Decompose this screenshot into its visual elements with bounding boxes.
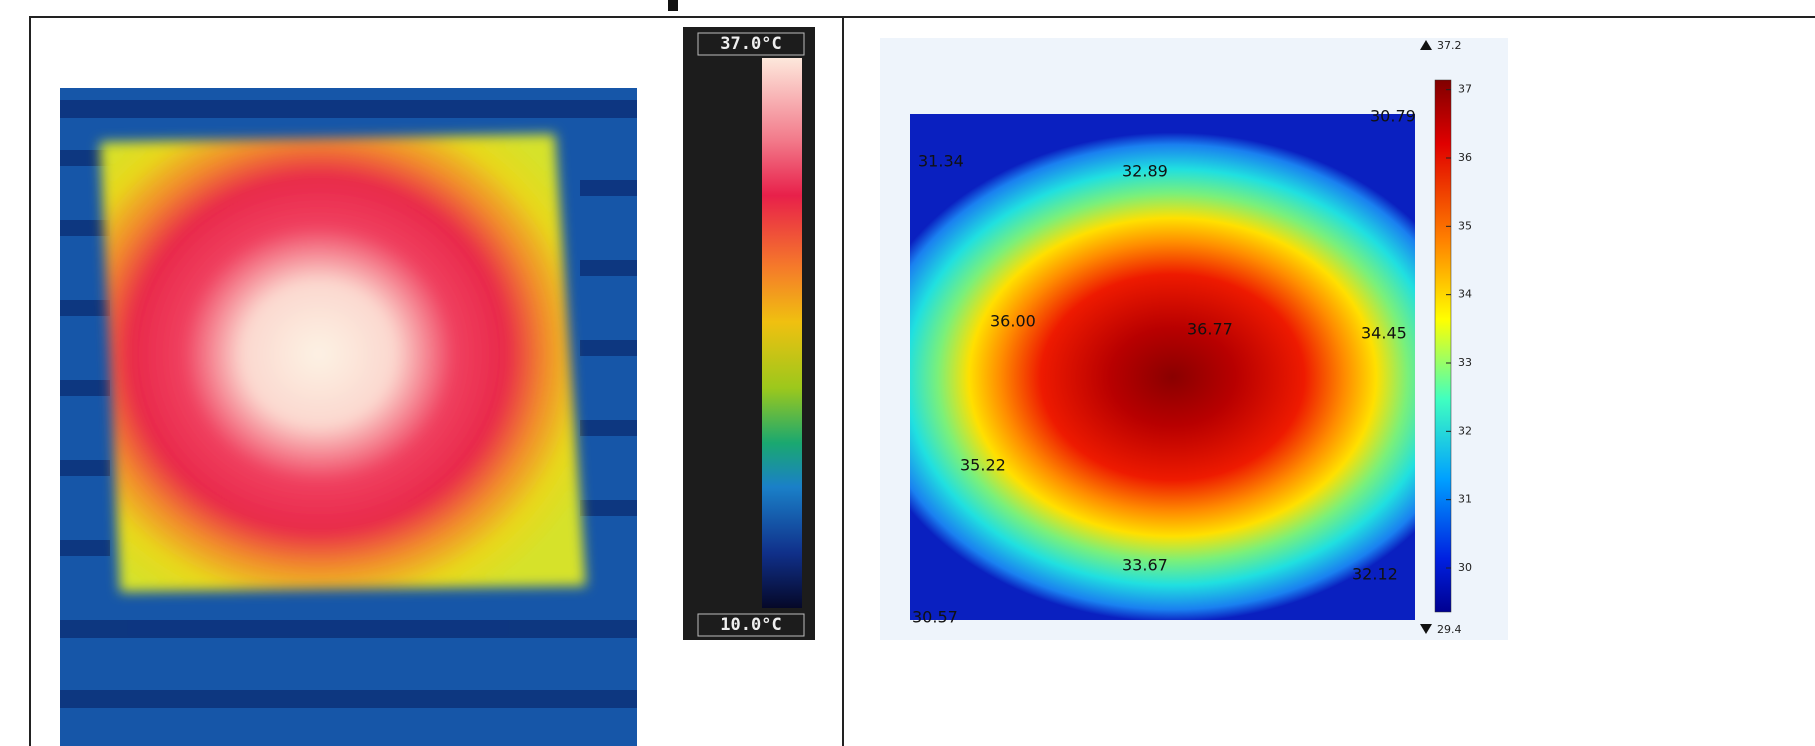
page: {"left_panel": {"max_label": "37.0°C", "… (0, 0, 1815, 746)
sim-max: 37.2 (1437, 39, 1462, 52)
max-label: 37.0°C (720, 34, 781, 54)
min-label: 10.0°C (720, 615, 781, 635)
tick-label: 37 (1458, 83, 1472, 96)
contour-label: 32.89 (1122, 162, 1168, 181)
contour-label: 30.79 (1370, 107, 1416, 126)
contour-label: 32.12 (1352, 565, 1398, 584)
screenshot: 37.0°C 10.0°C 37.2 29.4 37 36 35 34 33 32 31 30… (0, 0, 1815, 746)
simulation-colorbar (1435, 80, 1451, 612)
tick-label: 33 (1458, 356, 1472, 369)
tick-label: 35 (1458, 219, 1472, 232)
simulation-heatmap (910, 114, 1415, 620)
tick-label: 34 (1458, 288, 1472, 301)
contour-label: 34.45 (1361, 324, 1407, 343)
tick-label: 31 (1458, 493, 1472, 506)
contour-label: 30.57 (912, 608, 958, 627)
sim-min: 29.4 (1437, 623, 1462, 636)
contour-label: 35.22 (960, 456, 1006, 475)
contour-label: 33.67 (1122, 556, 1168, 575)
marker (668, 0, 678, 11)
contour-label: 36.00 (990, 312, 1036, 331)
contour-label: 31.34 (918, 152, 964, 171)
thermal-photo (60, 88, 637, 746)
tick-label: 36 (1458, 151, 1472, 164)
tick-label: 32 (1458, 424, 1472, 437)
camera-colorbar (762, 58, 802, 608)
tick-label: 30 (1458, 561, 1472, 574)
contour-label: 36.77 (1187, 320, 1233, 339)
